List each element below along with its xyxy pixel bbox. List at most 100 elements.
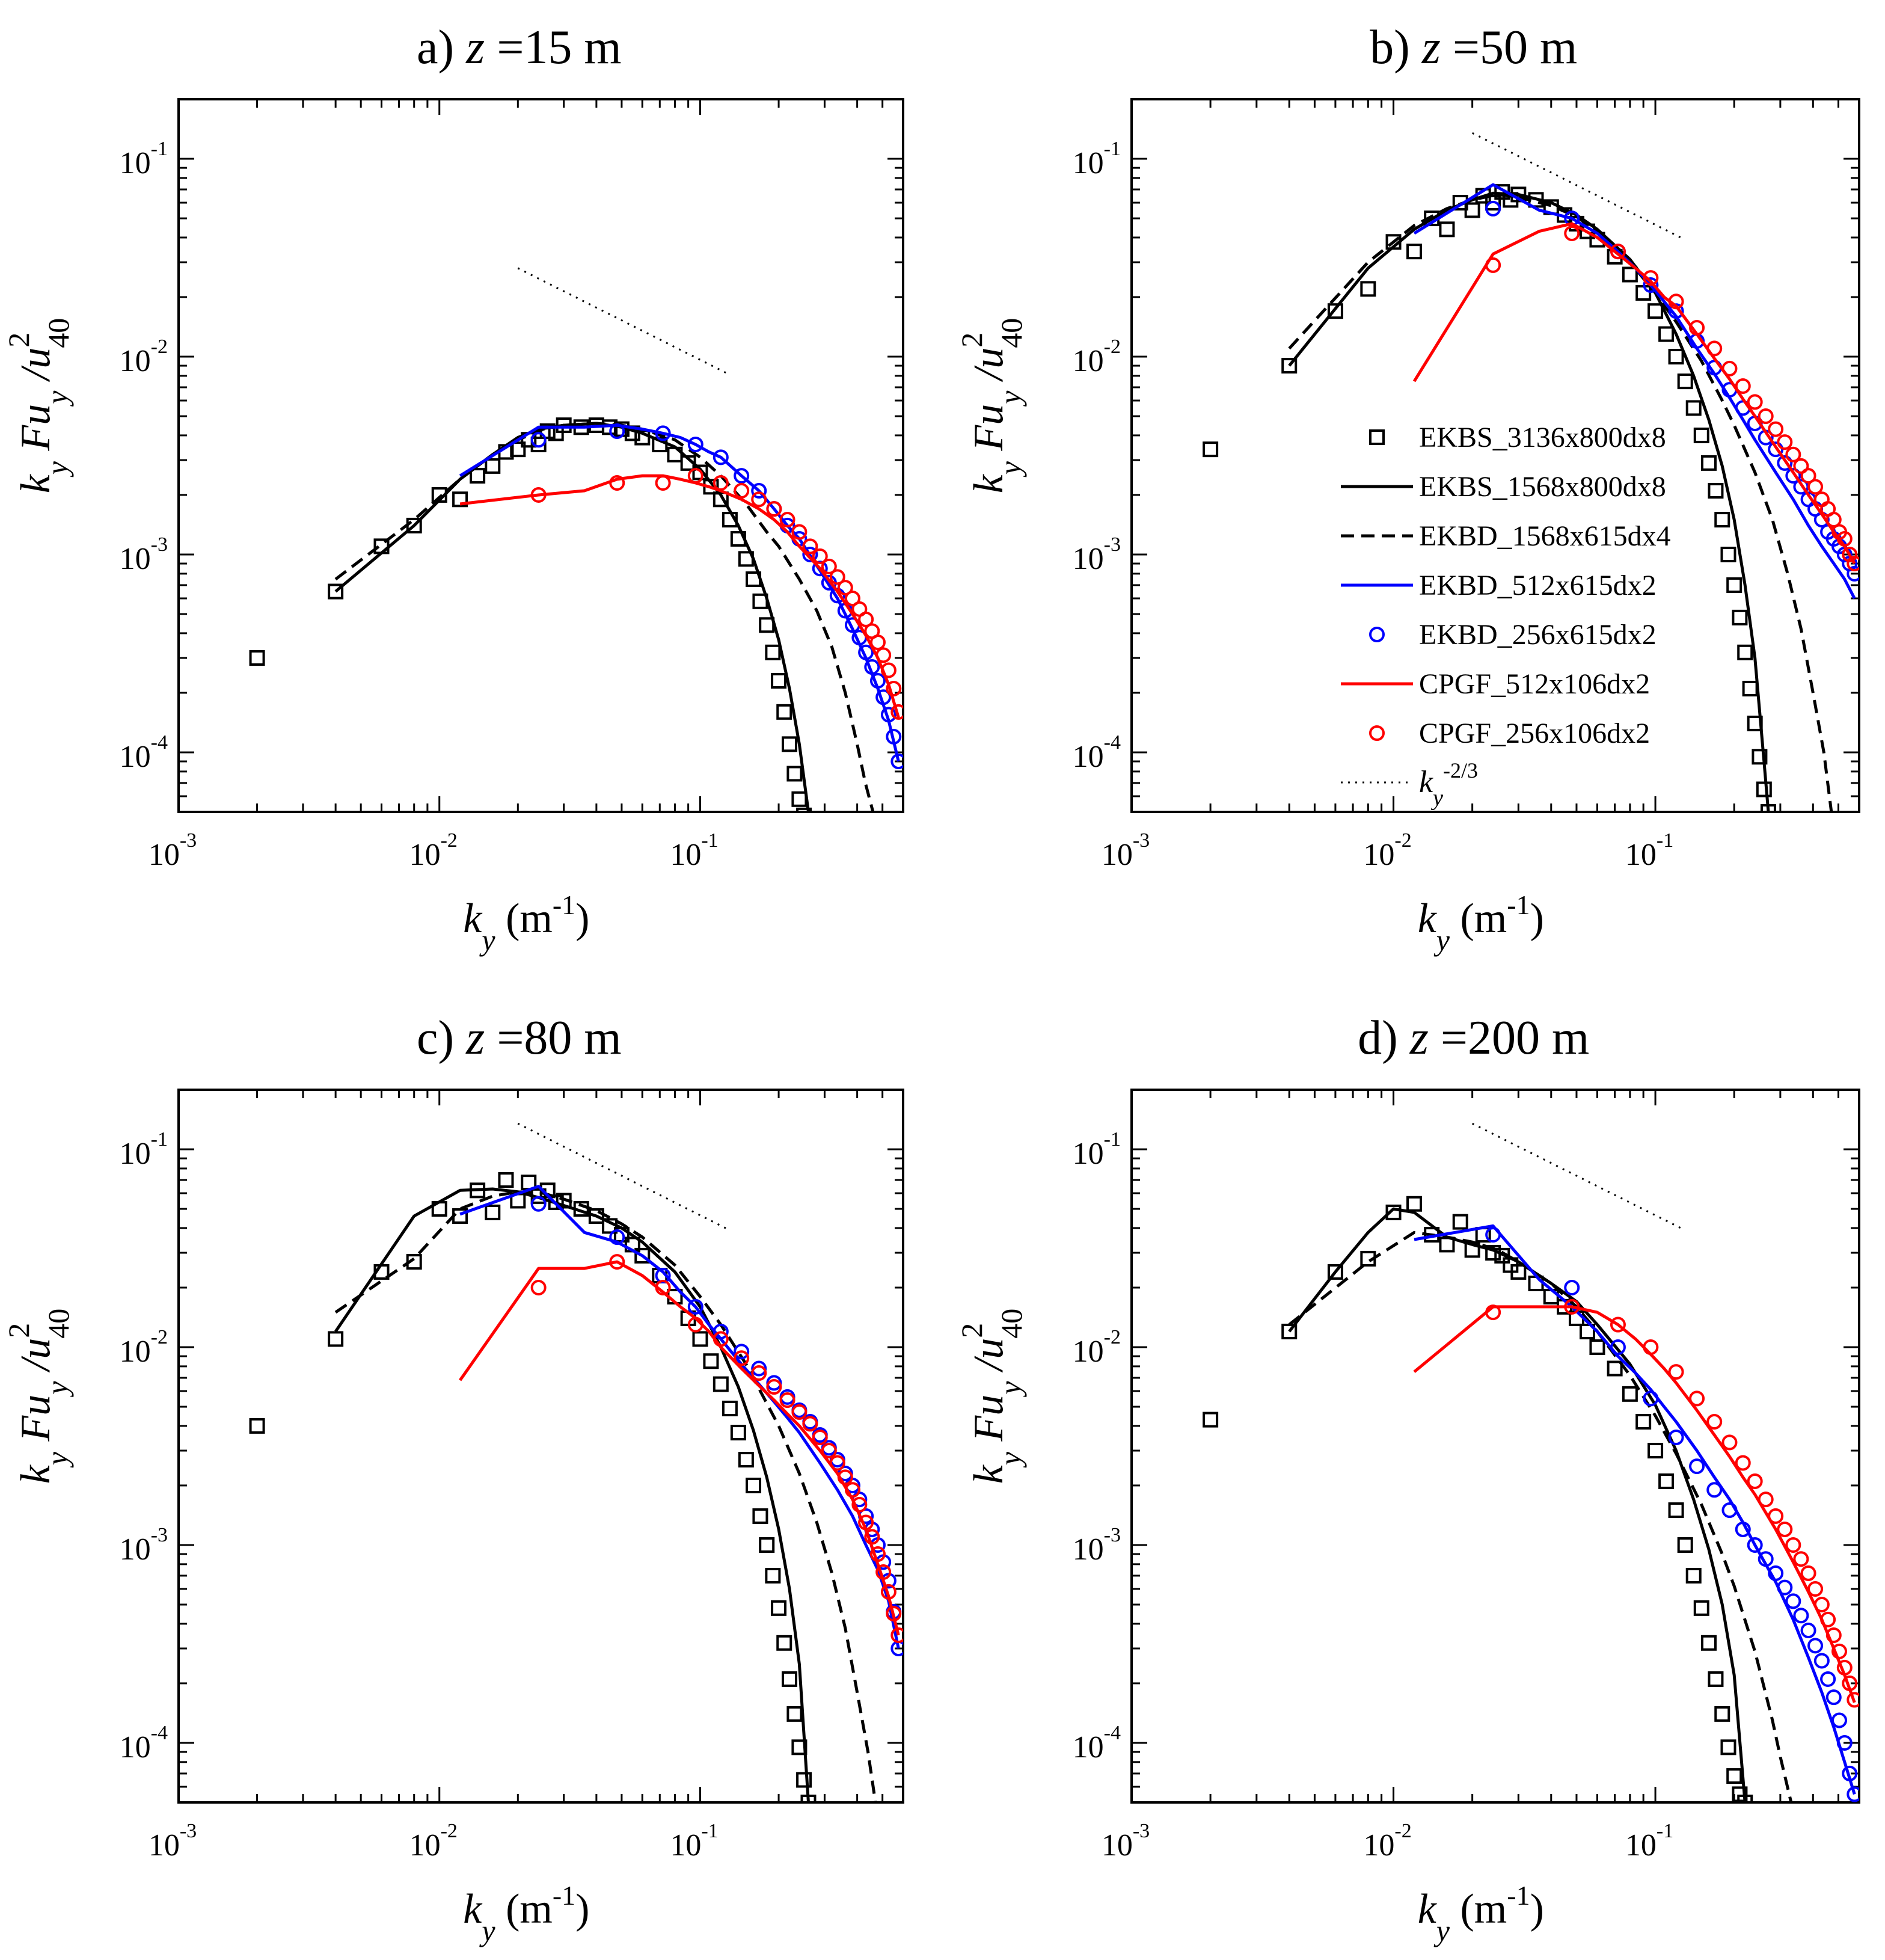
y-tick-base: 10: [1073, 1335, 1104, 1369]
series-line: [1413, 1305, 1856, 1703]
series-EKBD_512x615dx2: [1413, 183, 1856, 600]
y-tick-exponent: -4: [151, 1722, 168, 1744]
data-point-circle: [1847, 1692, 1859, 1708]
data-point-square: [1385, 1204, 1402, 1220]
data-point-circle: [1668, 1364, 1684, 1380]
data-point-square: [713, 1376, 729, 1392]
data-point-square: [588, 1208, 604, 1224]
data-point-circle: [864, 659, 880, 675]
data-point-circle: [858, 1514, 874, 1531]
plot-area: [249, 267, 903, 812]
data-point-circle: [1793, 1551, 1809, 1567]
series-line: [1288, 1207, 1747, 1802]
y-tick-label: 10-2: [120, 336, 168, 378]
x-axis-label: ky (m-1): [1418, 1880, 1544, 1947]
legend-swatch: [1369, 725, 1385, 741]
x-tick-label: 10-1: [670, 829, 718, 872]
data-point-circle: [791, 524, 808, 540]
data-point-circle: [609, 475, 625, 491]
xlabel-sub: y: [479, 923, 495, 957]
legend-item: EKBD_256x615dx2: [1369, 619, 1657, 651]
data-point-circle: [751, 1360, 767, 1377]
data-point-circle: [1610, 1316, 1626, 1333]
x-tick-label: 10-3: [149, 1820, 197, 1863]
series-EKBS_3136x800dx8: [249, 1172, 817, 1802]
x-tick-exponent: -3: [180, 1820, 197, 1842]
legend-item: CPGF_512x106dx2: [1341, 668, 1650, 700]
x-tick-label: 10-2: [409, 829, 458, 872]
data-point-circle: [1485, 1227, 1501, 1243]
data-point-circle: [1847, 556, 1859, 572]
data-point-square: [1720, 546, 1736, 562]
data-point-square: [782, 736, 798, 752]
y-tick-base: 10: [1073, 542, 1104, 576]
data-point-circle: [1706, 1413, 1723, 1430]
y-tick-label: 10-2: [120, 1326, 168, 1369]
data-point-circle: [1643, 1339, 1659, 1356]
legend-label-sup: -2/3: [1443, 758, 1478, 782]
legend-swatch: [1369, 429, 1385, 445]
data-point-circle: [1668, 293, 1684, 310]
data-point-circle: [1831, 1712, 1848, 1728]
y-tick-exponent: -4: [1104, 1722, 1121, 1744]
series-line: [459, 1260, 900, 1636]
data-point-circle: [886, 1606, 902, 1622]
x-tick-label: 10-1: [1625, 829, 1673, 872]
data-point-square: [634, 1247, 651, 1264]
title-suffix: =80 m: [485, 1012, 621, 1064]
data-point-circle: [1793, 458, 1809, 474]
data-point-square: [771, 1600, 787, 1616]
data-point-circle: [713, 475, 729, 491]
data-point-circle: [687, 468, 703, 484]
data-point-circle: [1836, 1659, 1853, 1676]
data-point-circle: [1758, 408, 1774, 425]
legend-item: ky-2/3: [1341, 758, 1478, 811]
data-point-square: [1677, 373, 1693, 390]
y-tick-label: 10-2: [1073, 336, 1121, 378]
ylabel-k-sub: y: [40, 461, 74, 478]
data-point-circle: [751, 482, 767, 499]
data-point-circle: [1610, 1339, 1626, 1356]
x-tick-label: 10-2: [1363, 1820, 1411, 1863]
data-point-circle: [713, 1331, 729, 1347]
y-axis-label: ky Fuy /u2 40: [2, 318, 75, 494]
data-point-circle: [869, 672, 886, 689]
ylabel-k-sub: y: [993, 461, 1027, 478]
panel-title: b) z =50 m: [1370, 21, 1577, 74]
y-tick-base: 10: [120, 344, 151, 378]
series-line: [1412, 222, 1856, 565]
series-line: [459, 1185, 900, 1649]
ylabel-k-sub: y: [993, 1451, 1027, 1468]
ylabel-F: Fu: [966, 404, 1012, 461]
series-line: [334, 1187, 810, 1802]
data-point-square: [1281, 358, 1298, 374]
data-point-circle: [1485, 200, 1501, 217]
x-tick-exponent: -2: [441, 829, 458, 852]
data-point-square: [786, 1706, 803, 1722]
data-point-square: [1700, 455, 1717, 471]
data-point-circle: [1800, 1623, 1816, 1639]
y-tick-exponent: -2: [151, 1326, 168, 1348]
data-point-square: [249, 1418, 265, 1434]
data-point-circle: [1842, 1765, 1858, 1781]
data-point-square: [1685, 1567, 1702, 1584]
data-point-circle: [1820, 1671, 1836, 1687]
data-point-circle: [1610, 244, 1626, 260]
data-point-circle: [858, 644, 874, 660]
data-point-square: [1406, 244, 1423, 260]
panel-title: c) z =80 m: [417, 1012, 622, 1064]
data-point-square: [1464, 202, 1480, 218]
y-tick-base: 10: [120, 146, 151, 180]
data-point-circle: [837, 580, 853, 596]
legend-label-text: CPGF_512x106dx2: [1419, 668, 1650, 700]
data-point-circle: [1825, 512, 1842, 528]
data-point-square: [752, 1508, 768, 1524]
data-point-square: [782, 1671, 798, 1687]
title-suffix: =15 m: [485, 21, 621, 74]
x-tick-label: 10-1: [670, 1820, 718, 1863]
x-tick-base: 10: [1363, 838, 1394, 872]
data-point-square: [1635, 285, 1652, 301]
data-point-circle: [886, 680, 902, 696]
y-tick-label: 10-3: [120, 533, 168, 576]
data-point-square: [1714, 1706, 1730, 1722]
